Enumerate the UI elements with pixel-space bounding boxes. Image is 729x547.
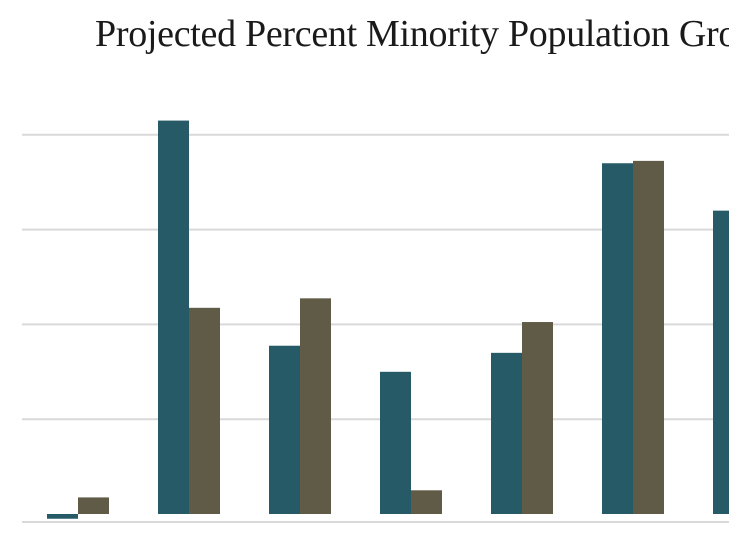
bar-series1-group2 [158,120,189,514]
bar-series1-group4 [380,371,411,514]
chart-title: Projected Percent Minority Population Gr… [95,13,729,55]
bars [47,120,729,519]
bar-series1-group3 [269,345,300,514]
bar-series2-group5 [522,322,553,514]
bar-series1-group5 [491,352,522,514]
bar-series1-group6 [602,163,633,515]
bar-series1-group1 [47,514,78,519]
bar-series2-group3 [300,298,331,514]
bar-series2-group4 [411,490,442,514]
bar-series2-group1 [78,497,109,514]
bar-series2-group2 [189,307,220,514]
bar-series2-group6 [633,160,664,514]
bar-series1-group7 [713,210,729,514]
